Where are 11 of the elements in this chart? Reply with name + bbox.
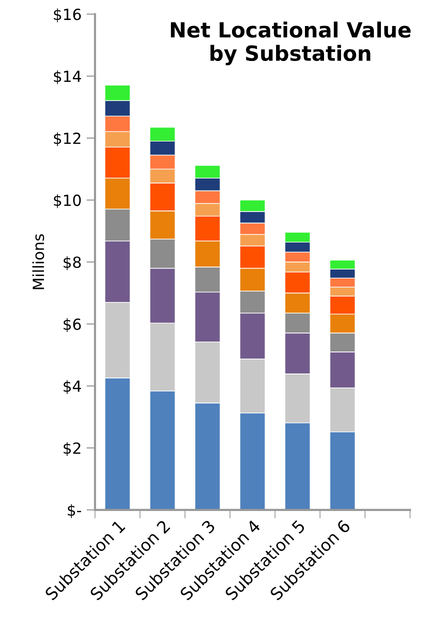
- y-tick-label: $8: [64, 256, 81, 270]
- y-tick-label: $14: [54, 70, 81, 84]
- text: Net Locational Value by Substation: [170, 22, 411, 66]
- y-tick-label: $12: [54, 132, 80, 146]
- y-tick-label: $-: [68, 504, 82, 518]
- y-axis-title: Millions: [32, 234, 44, 290]
- y-tick-label: $2: [64, 442, 80, 456]
- y-tick-label: $16: [54, 8, 81, 22]
- y-tick-label: $6: [64, 318, 81, 332]
- y-tick-label: $4: [64, 380, 81, 394]
- y-tick-label: $10: [54, 194, 81, 208]
